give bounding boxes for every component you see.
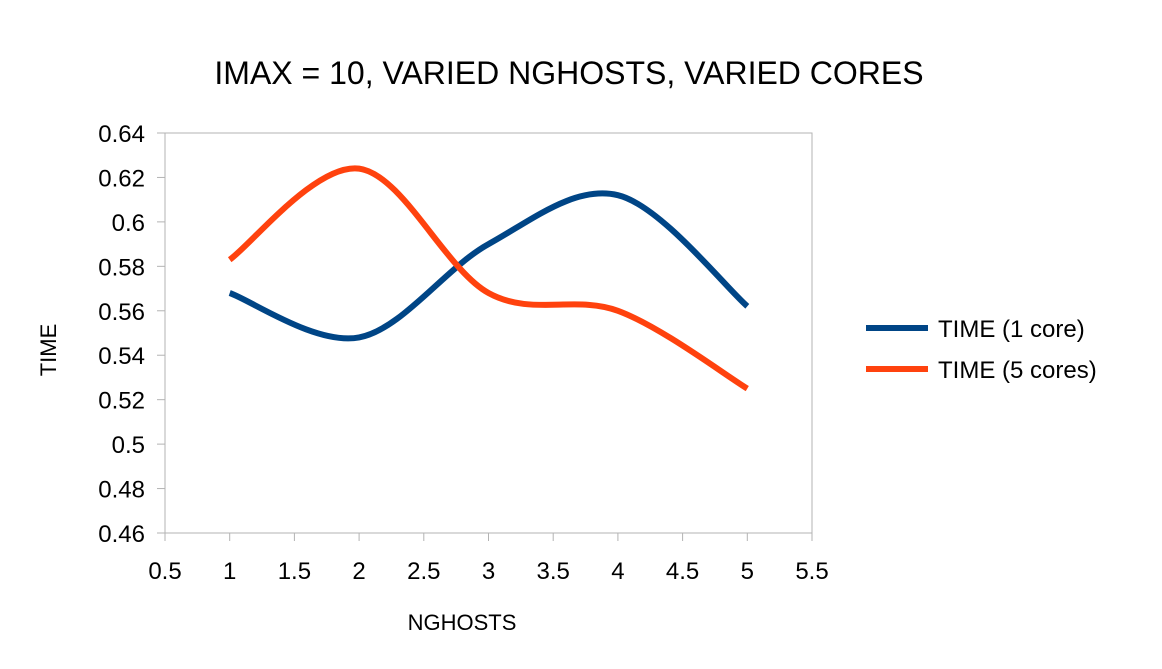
y-tick-label: 0.58: [98, 254, 145, 281]
x-axis-label: NGHOSTS: [408, 610, 517, 635]
plot-area: [164, 132, 813, 534]
x-tick-label: 1: [223, 558, 236, 585]
series-line-2: [227, 165, 749, 392]
x-tick-label: 3: [482, 558, 495, 585]
x-tick-label: 4: [611, 558, 624, 585]
y-tick-label: 0.56: [98, 299, 145, 326]
y-tick-label: 0.52: [98, 388, 145, 415]
x-tick-label: 1.5: [278, 558, 311, 585]
series-lines: [227, 165, 750, 392]
y-tick-label: 0.48: [98, 477, 145, 504]
x-tick-label: 2: [352, 558, 365, 585]
y-tick-label: 0.54: [98, 343, 145, 370]
x-tick-label: 4.5: [666, 558, 699, 585]
x-tick-label: 5.5: [795, 558, 828, 585]
x-tick-labels: 0.5 1 1.5 2 2.5 3 3.5 4 4.5 5 5.5: [148, 533, 829, 585]
y-axis-label: TIME: [36, 324, 61, 377]
y-tick-label: 0.62: [98, 165, 145, 192]
x-tick-label: 0.5: [148, 558, 181, 585]
y-tick-label: 0.5: [112, 432, 145, 459]
x-tick-label: 5: [741, 558, 754, 585]
legend-label-2: TIME (5 cores): [938, 357, 1097, 384]
y-tick-label: 0.6: [112, 210, 145, 237]
x-tick-label: 2.5: [407, 558, 440, 585]
series-line-1: [228, 190, 750, 342]
y-tick-labels: 0.46 0.48 0.5 0.52 0.54 0.56 0.58 0.6 0.62 0.64: [98, 121, 165, 548]
y-tick-label: 0.64: [98, 121, 145, 148]
legend: TIME (1 core) TIME (5 cores): [866, 316, 1097, 384]
chart-title: IMAX = 10, VARIED NGHOSTS, VARIED CORES: [214, 55, 923, 91]
legend-label-1: TIME (1 core): [938, 316, 1085, 343]
x-tick-label: 3.5: [537, 558, 570, 585]
y-tick-label: 0.46: [98, 521, 145, 548]
